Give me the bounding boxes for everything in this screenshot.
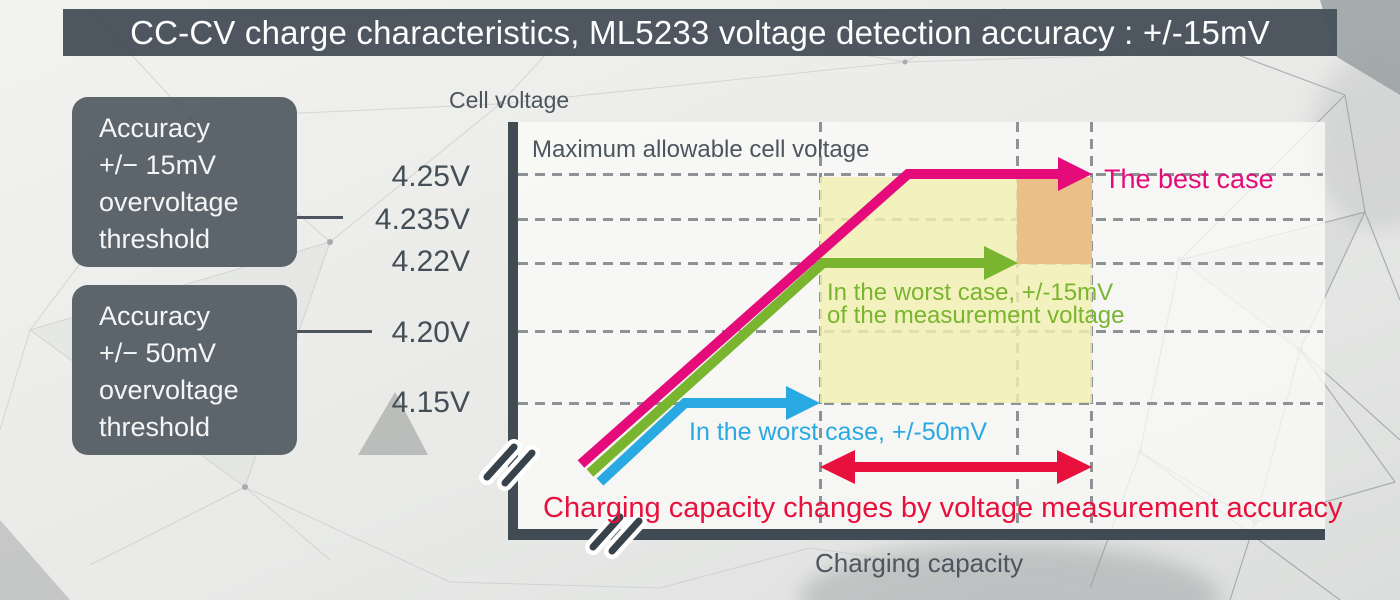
worst-case-15mv-line2: of the measurement voltage xyxy=(827,302,1125,329)
y-axis-bar xyxy=(508,122,518,539)
best-case-label: The best case xyxy=(1104,164,1274,194)
worst-case-15mv-label: In the worst case, +/-15mV of the measur… xyxy=(827,279,1125,329)
page-title: CC-CV charge characteristics, ML5233 vol… xyxy=(130,13,1270,51)
title-bar: CC-CV charge characteristics, ML5233 vol… xyxy=(63,9,1337,56)
callout-line: Accuracy xyxy=(99,113,211,143)
worst-case-15mv-line1: In the worst case, +/-15mV xyxy=(827,279,1114,306)
callout-line: overvoltage xyxy=(99,187,239,217)
worst-case-50mv-label: In the worst case, +/-50mV xyxy=(689,418,988,446)
callout-line: overvoltage xyxy=(99,375,239,405)
y-tick-4-22: 4.22V xyxy=(391,245,470,278)
callout-line: threshold xyxy=(99,224,211,254)
callout-accuracy-50mv: Accuracy +/− 50mV overvoltage threshold xyxy=(72,285,297,455)
y-tick-4-235: 4.235V xyxy=(374,203,470,236)
callout-line: threshold xyxy=(99,412,211,442)
callout-line: Accuracy xyxy=(99,301,211,331)
callout-accuracy-15mv: Accuracy +/− 15mV overvoltage threshold xyxy=(72,97,297,267)
callout-connector-15mv xyxy=(297,216,343,219)
y-tick-4-25: 4.25V xyxy=(391,160,470,193)
capacity-note-label: Charging capacity changes by voltage mea… xyxy=(543,492,1343,524)
y-axis-title: Cell voltage xyxy=(449,87,570,113)
callout-line: +/− 50mV xyxy=(99,338,217,368)
overlap-region xyxy=(1017,177,1092,264)
x-axis-bar xyxy=(508,529,1325,540)
y-tick-4-15: 4.15V xyxy=(391,386,470,419)
max-allowable-label: Maximum allowable cell voltage xyxy=(532,136,870,163)
x-axis-title: Charging capacity xyxy=(815,548,1024,578)
y-tick-4-20: 4.20V xyxy=(391,316,470,349)
callout-connector-50mv xyxy=(297,330,372,333)
callout-line: +/− 15mV xyxy=(99,150,217,180)
